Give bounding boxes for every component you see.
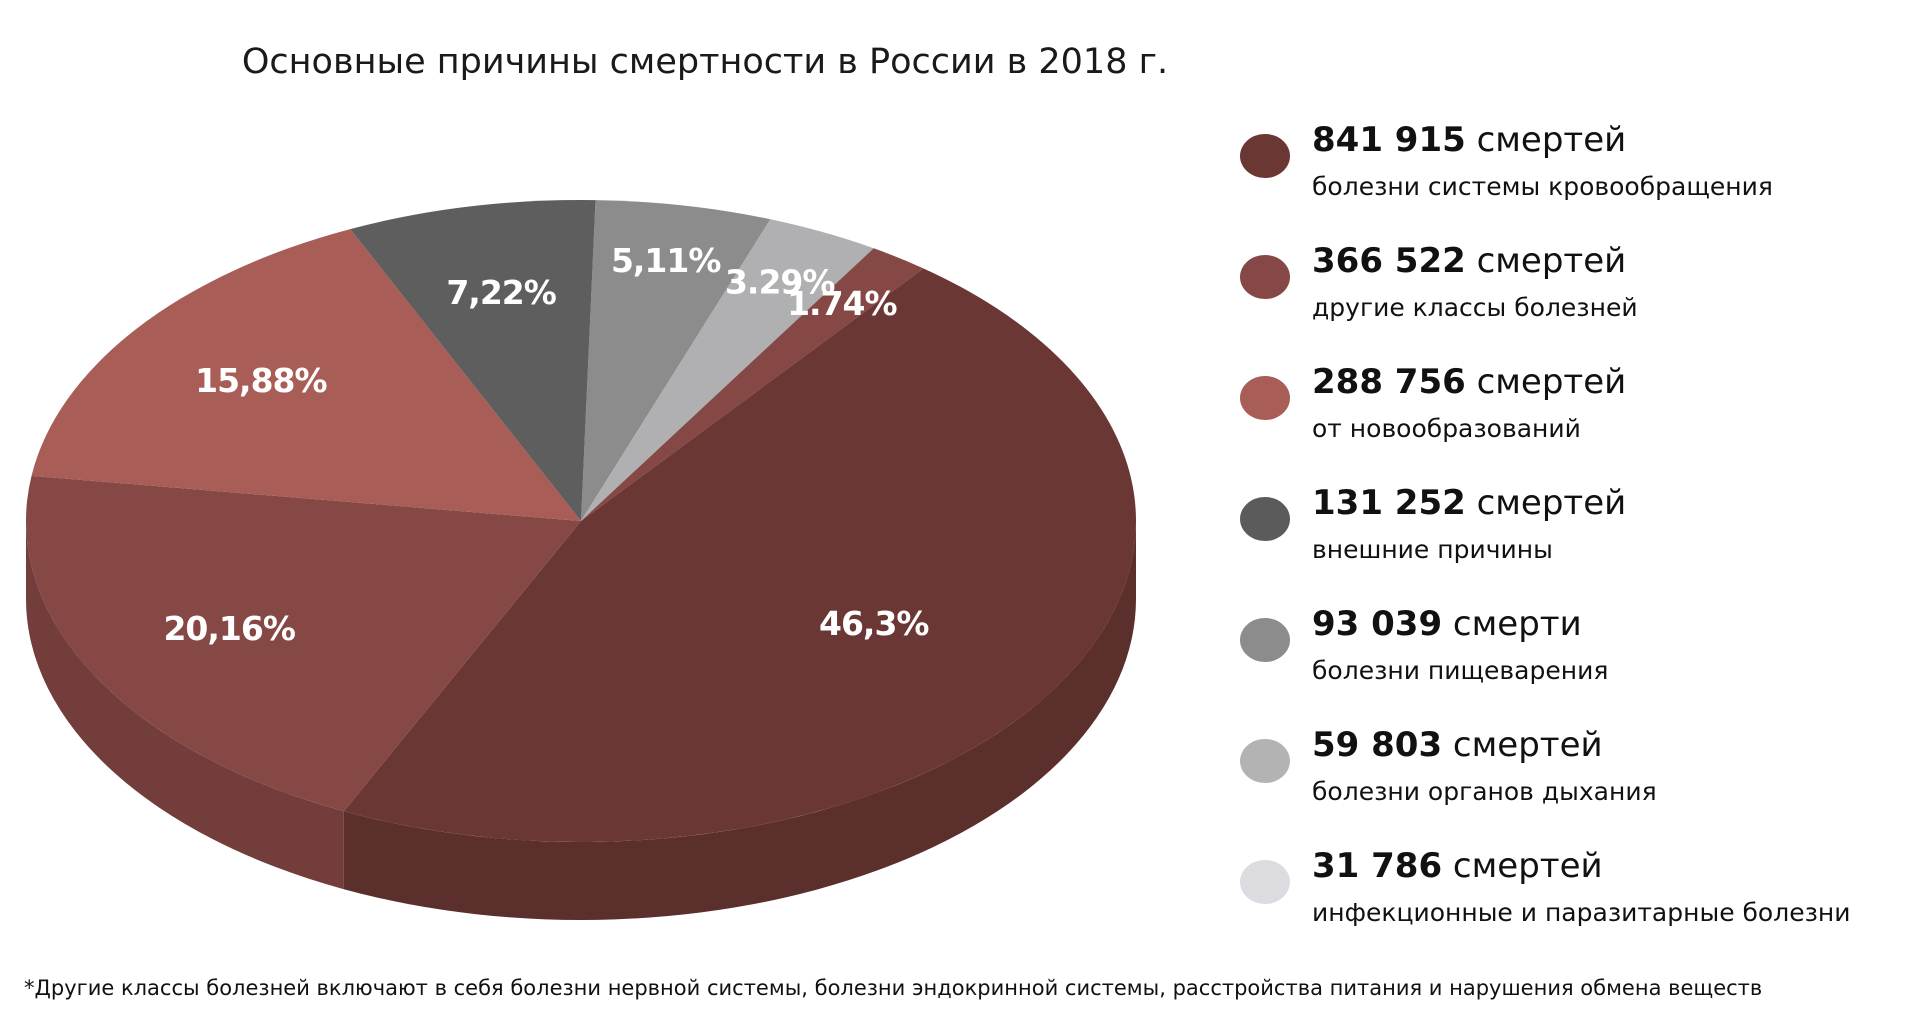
legend-count: 841 915 смертей (1312, 120, 1626, 160)
pie-slice (581, 200, 771, 522)
legend-description: инфекционные и паразитарные болезни (1312, 898, 1851, 927)
pie-slice-label: 7,22% (446, 273, 556, 312)
legend-count: 288 756 смертей (1312, 362, 1626, 402)
pie-slice (350, 200, 596, 521)
legend-count-unit: смертей (1442, 725, 1603, 765)
legend-description: внешние причины (1312, 535, 1553, 564)
legend-count-value: 288 756 (1312, 362, 1466, 402)
legend-color-dot (1240, 739, 1290, 783)
legend-count-unit: смертей (1465, 241, 1627, 281)
legend-count-unit: смертей (1465, 362, 1627, 402)
legend-count-value: 131 252 (1312, 483, 1466, 523)
legend-color-dot (1240, 497, 1290, 541)
legend-count-unit: смертей (1465, 120, 1627, 160)
legend-count: 366 522 смертей (1312, 241, 1626, 281)
legend-item: 841 915 смертей болезни системы кровообра… (1240, 118, 1919, 239)
legend-count-value: 59 803 (1312, 725, 1443, 765)
legend-count-value: 841 915 (1312, 120, 1466, 160)
pie-slice-label: 3.29% (725, 263, 835, 302)
pie-slice-label: 1.74% (787, 284, 897, 323)
pie-slices (25, 200, 1137, 843)
pie-slice-label: 20,16% (163, 609, 295, 648)
legend-item: 366 522 смертей другие классы болезней (1240, 239, 1919, 360)
legend-item: 131 252 смертей внешние причины (1240, 481, 1919, 602)
legend-description: болезни органов дыхания (1312, 777, 1657, 806)
pie-slice (343, 268, 1137, 843)
legend-count-unit: смерти (1442, 604, 1582, 644)
legend-item: 93 039 смерти болезни пищеварения (1240, 602, 1919, 723)
legend-description: от новообразований (1312, 414, 1581, 443)
legend-item: 59 803 смертей болезни органов дыхания (1240, 723, 1919, 844)
pie-labels: 5,11%3.29%1.74% 46,3% 20,16% 15,88% 7,22% (163, 241, 930, 648)
pie-slice-label: 5,11% (611, 241, 721, 280)
legend-count-value: 366 522 (1312, 241, 1466, 281)
pie-sides (26, 521, 1136, 920)
legend-item: 288 756 смертей от новообразований (1240, 360, 1919, 481)
legend: 841 915 смертей болезни системы кровообра… (1240, 118, 1919, 965)
legend-count-unit: смертей (1465, 483, 1627, 523)
legend-description: другие классы болезней (1312, 293, 1638, 322)
legend-color-dot (1240, 618, 1290, 662)
legend-color-dot (1240, 376, 1290, 420)
legend-color-dot (1240, 860, 1290, 904)
legend-count: 31 786 смертей (1312, 846, 1603, 886)
legend-count-unit: смертей (1442, 846, 1603, 886)
legend-item: 31 786 смертей инфекционные и паразитарны… (1240, 844, 1919, 965)
footnote: *Другие классы болезней включают в себя … (24, 976, 1763, 1000)
legend-description: болезни пищеварения (1312, 656, 1609, 685)
pie-slice-label: 15,88% (195, 361, 327, 400)
legend-color-dot (1240, 255, 1290, 299)
pie-chart: 5,11%3.29%1.74% 46,3% 20,16% 15,88% 7,22% (25, 200, 1137, 920)
pie-slice-label: 46,3% (819, 604, 929, 643)
legend-count: 59 803 смертей (1312, 725, 1603, 765)
pie-slice-side (26, 521, 344, 890)
legend-count: 93 039 смерти (1312, 604, 1582, 644)
legend-description: болезни системы кровообращения (1312, 172, 1773, 201)
pie-slice (581, 248, 924, 521)
pie-slice (31, 229, 582, 521)
legend-count-value: 31 786 (1312, 846, 1443, 886)
legend-count-value: 93 039 (1312, 604, 1443, 644)
legend-color-dot (1240, 134, 1290, 178)
pie-slice-side (343, 521, 1136, 920)
legend-count: 131 252 смертей (1312, 483, 1626, 523)
pie-slice (25, 475, 582, 812)
pie-slice (581, 219, 874, 521)
chart-title: Основные причины смертности в России в 2… (241, 42, 1169, 82)
